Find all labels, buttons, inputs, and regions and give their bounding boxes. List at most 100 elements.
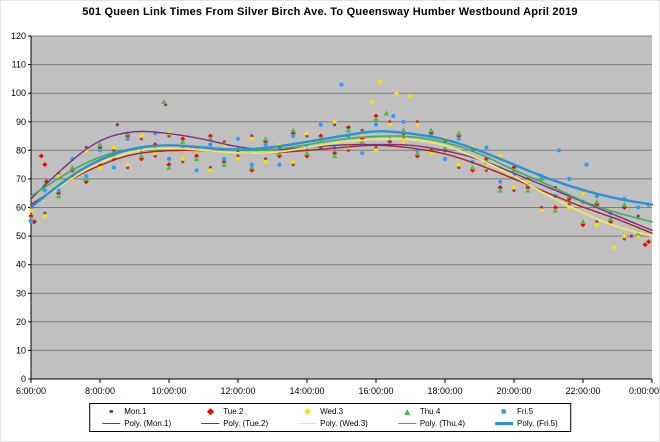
scatter-point-fri-5 xyxy=(277,162,282,167)
scatter-point-fri-5 xyxy=(498,179,503,184)
scatter-point-fri-5 xyxy=(456,136,461,141)
y-axis-label: 110 xyxy=(12,60,26,70)
scatter-point-mon-1 xyxy=(540,205,544,210)
scatter-point-fri-5 xyxy=(42,188,47,193)
trend-line-poly-mon-1- xyxy=(30,130,653,232)
scatter-point-thu-4 xyxy=(621,201,628,207)
scatter-point-thu-4 xyxy=(383,110,390,116)
scatter-point-tue-2 xyxy=(318,133,324,139)
legend-item-poly-tue-2-: Poly. (Tue.2) xyxy=(201,419,268,428)
scatter-point-thu-4 xyxy=(97,141,103,147)
scatter-point-wed-3 xyxy=(621,233,627,239)
scatter-point-tue-2 xyxy=(207,133,213,139)
legend-label-thu-4: Thu.4 xyxy=(419,407,441,416)
scatter-point-wed-3 xyxy=(373,147,379,153)
y-axis-label: 120 xyxy=(11,31,26,41)
y-axis-label: 50 xyxy=(16,231,26,241)
scatter-point-wed-3 xyxy=(304,130,310,136)
legend-marker-poly-tue-2- xyxy=(201,420,220,428)
y-axis-label: 80 xyxy=(16,145,26,155)
legend-label-poly-thu-4-: Poly. (Thu.4) xyxy=(419,419,466,428)
scatter-point-tue-2 xyxy=(646,239,652,245)
legend-label-poly-fri-5-: Poly. (Fri.5) xyxy=(517,419,558,428)
scatter-point-mon-1 xyxy=(181,160,185,164)
trend-line-poly-tue-2- xyxy=(30,144,653,234)
scatter-point-thu-4 xyxy=(221,161,227,167)
x-axis-label: 0:00:00 xyxy=(629,386,659,396)
legend-item-tue-2: Tue.2 xyxy=(201,407,268,416)
scatter-point-mon-1 xyxy=(629,234,633,238)
scatter-point-fri-5 xyxy=(401,119,406,124)
scatter-point-fri-5 xyxy=(484,145,489,150)
scatter-point-wed-3 xyxy=(611,245,617,250)
scatter-point-fri-5 xyxy=(556,148,562,153)
scatter-point-thu-4 xyxy=(28,216,34,222)
x-axis-label: 18:00:00 xyxy=(427,386,462,396)
scatter-point-thu-4 xyxy=(249,164,255,170)
legend-marker-thu-4 xyxy=(398,408,416,416)
y-axis-label: 40 xyxy=(16,260,26,270)
y-axis-label: 30 xyxy=(16,288,26,298)
y-axis-label: 20 xyxy=(16,317,26,327)
scatter-point-mon-1 xyxy=(126,165,130,170)
legend-marker-wed-3 xyxy=(298,408,316,416)
scatter-point-thu-4 xyxy=(193,156,200,162)
legend-label-wed-3: Wed.3 xyxy=(320,407,344,416)
scatter-point-mon-1 xyxy=(291,163,295,167)
scatter-point-wed-3 xyxy=(370,99,376,105)
x-axis-label: 16:00:00 xyxy=(358,386,393,396)
legend-label-mon-1: Mon.1 xyxy=(124,407,147,416)
scatter-point-mon-1 xyxy=(622,237,627,241)
scatter-point-fri-5 xyxy=(194,168,199,173)
legend-marker-poly-thu-4- xyxy=(397,420,416,428)
scatter-point-mon-1 xyxy=(167,134,171,138)
scatter-point-wed-3 xyxy=(539,207,545,213)
scatter-point-mon-1 xyxy=(112,148,116,152)
scatter-point-thu-4 xyxy=(180,139,186,145)
scatter-point-fri-5 xyxy=(235,136,241,141)
scatter-point-fri-5 xyxy=(636,205,641,210)
scatter-point-fri-5 xyxy=(584,162,589,167)
scatter-point-wed-3 xyxy=(511,185,517,190)
scatter-point-thu-4 xyxy=(552,207,559,213)
scatter-point-tue-2 xyxy=(642,242,648,248)
legend-marker-mon-1 xyxy=(102,408,120,416)
scatter-point-mon-1 xyxy=(236,154,240,158)
scatter-point-thu-4 xyxy=(580,219,586,225)
legend-marker-poly-wed-3- xyxy=(298,420,317,428)
chart-title: 501 Queen Link Times From Silver Birch A… xyxy=(82,6,578,18)
scatter-point-wed-3 xyxy=(387,122,393,128)
legend-label-fri-5: Fri.5 xyxy=(517,407,534,416)
scatter-point-thu-4 xyxy=(138,153,145,159)
scatter-point-mon-1 xyxy=(222,140,226,144)
scatter-point-fri-5 xyxy=(360,151,365,156)
scatter-point-thu-4 xyxy=(304,150,310,156)
legend-marker-poly-mon-1- xyxy=(102,420,121,428)
y-axis-label: 10 xyxy=(16,345,26,355)
plot-area: 0 10 20 30 40 50 60 70 80 90 100 110 120 6:00:00 8:00:… xyxy=(11,31,659,396)
scatter-point-mon-1 xyxy=(43,211,47,215)
scatter-point-fri-5 xyxy=(111,165,116,170)
scatter-point-thu-4 xyxy=(83,176,89,182)
scatter-point-thu-4 xyxy=(469,164,476,170)
scatter-point-wed-3 xyxy=(28,207,34,213)
y-axis-label: 0 xyxy=(21,374,26,384)
scatter-point-fri-5 xyxy=(249,162,254,167)
legend-label-poly-mon-1-: Poly. (Mon.1) xyxy=(124,419,172,428)
scatter-point-thu-4 xyxy=(400,127,407,133)
y-axis-label: 60 xyxy=(16,203,26,213)
scatter-point-mon-1 xyxy=(360,128,364,132)
scatter-point-fri-5 xyxy=(263,142,268,147)
scatter-point-thu-4 xyxy=(525,187,531,193)
chart-legend: Mon.1 Tue.2 Wed.3 Thu.4 Fri.5 Poly. (Mon.1) Po… xyxy=(89,403,571,432)
scatter-point-fri-5 xyxy=(125,136,130,141)
scatter-point-mon-1 xyxy=(636,214,640,218)
scatter-point-wed-3 xyxy=(414,122,420,128)
legend-marker-tue-2 xyxy=(201,408,219,416)
legend-label-poly-wed-3-: Poly. (Wed.3) xyxy=(320,419,368,428)
scatter-point-fri-5 xyxy=(291,133,296,139)
scatter-point-fri-5 xyxy=(222,156,227,161)
legend-item-poly-fri-5-: Poly. (Fri.5) xyxy=(495,419,558,428)
scatter-point-tue-2 xyxy=(194,153,200,159)
scatter-point-wed-3 xyxy=(401,139,407,145)
